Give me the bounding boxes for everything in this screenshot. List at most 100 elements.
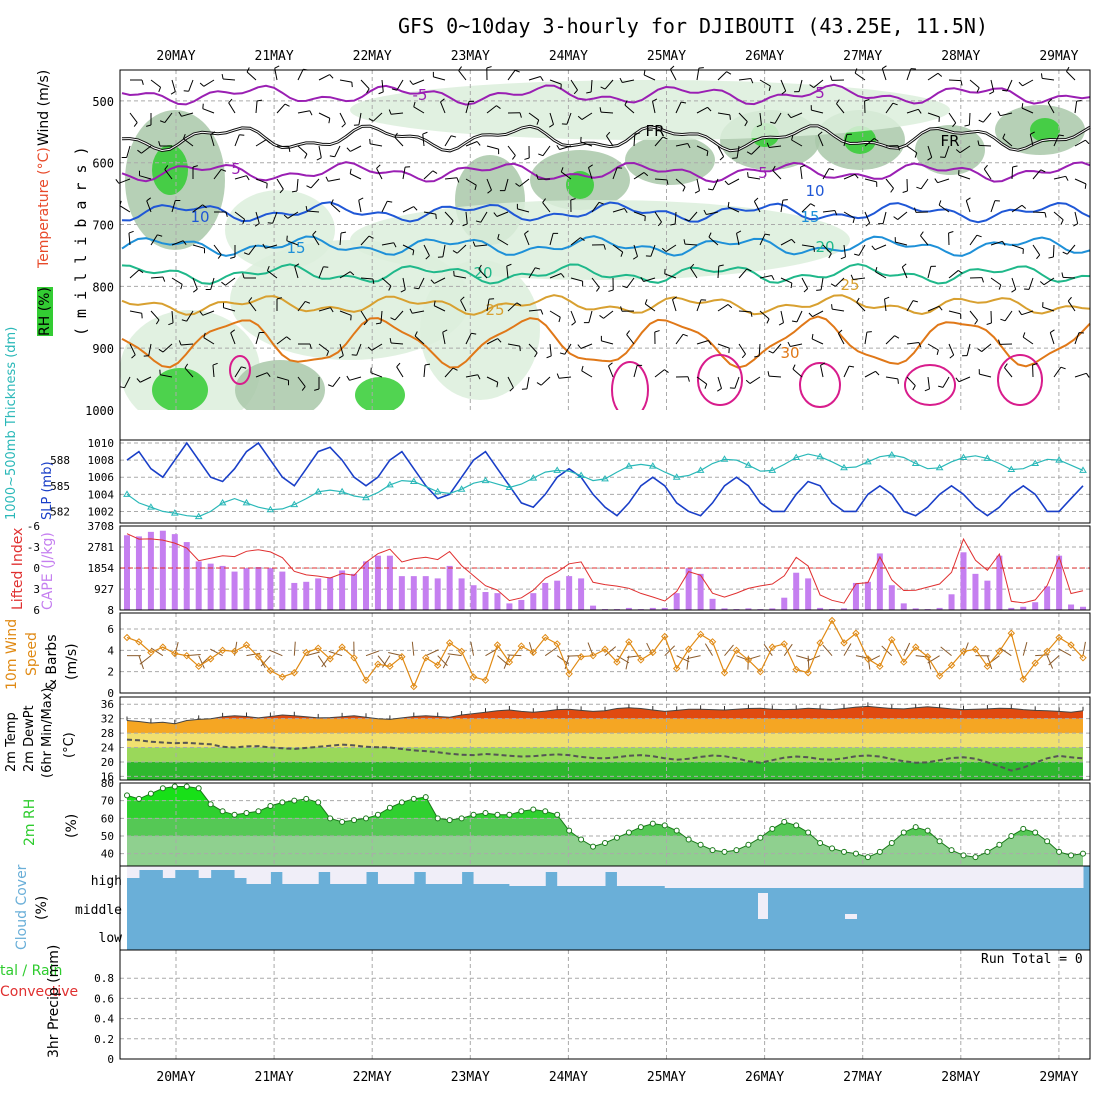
wind10m-barb	[604, 646, 617, 657]
wind-barb	[376, 164, 381, 169]
cloud-high-gap	[593, 866, 606, 886]
wind-barb	[310, 178, 320, 189]
wind-barb	[203, 332, 206, 338]
wind10m-marker	[625, 638, 633, 646]
cape-bar	[960, 552, 967, 610]
wind-barb	[680, 101, 687, 104]
wind-barb	[1040, 73, 1043, 79]
cloud-high-gap	[138, 866, 152, 870]
wind-barb	[787, 113, 792, 119]
cloud-high-gap	[832, 866, 845, 888]
wind-barb	[782, 199, 788, 201]
wind-barb	[422, 134, 425, 147]
cloud-high-gap	[401, 866, 415, 884]
wind-barb	[591, 201, 600, 213]
thickness-marker	[816, 452, 824, 460]
wind-barb	[203, 337, 215, 345]
wind-barb	[326, 351, 330, 357]
wind-barb	[601, 340, 614, 345]
wind-barb	[148, 343, 152, 356]
wind-barb	[998, 339, 1001, 345]
wind-barb	[566, 112, 572, 125]
wind-barb	[690, 267, 698, 279]
wind-barb	[424, 363, 431, 366]
wind10m-marker	[661, 632, 669, 641]
wind10m-marker	[254, 653, 263, 661]
wind10m-marker	[601, 645, 609, 653]
rh2m-marker	[673, 827, 680, 834]
wind-barb	[560, 273, 565, 278]
wind-barb	[717, 376, 722, 389]
wind10m-barb	[1048, 655, 1060, 666]
wind-barb	[465, 332, 472, 345]
isotherm-line	[121, 294, 1091, 316]
wind-barb	[571, 321, 576, 326]
wind-barb	[875, 271, 887, 279]
rh-shading	[355, 377, 405, 413]
contour-label: 15	[286, 239, 305, 257]
wind-barb	[516, 302, 522, 306]
wind-barb	[801, 203, 811, 213]
rh2m-marker	[458, 815, 465, 822]
wind-barb	[150, 234, 158, 246]
rh2m-marker	[494, 811, 501, 818]
wind-barb	[1021, 103, 1024, 109]
wind-barb	[409, 80, 414, 85]
wind-barb	[129, 269, 140, 279]
wind-barb	[938, 305, 943, 311]
wind-barb	[272, 211, 278, 224]
wind-barb	[581, 370, 593, 378]
wind10m-barb	[927, 655, 940, 664]
wind-barb	[766, 142, 770, 148]
wind-barb	[644, 299, 648, 305]
wind-barb	[330, 307, 334, 313]
rh2m-marker	[613, 834, 620, 841]
wind10m-barb	[796, 655, 810, 661]
thickness-marker	[123, 490, 131, 497]
wind-barb	[1085, 139, 1090, 145]
wind10m-barb	[1082, 641, 1086, 656]
wind-barb	[626, 334, 635, 345]
wind-barb	[465, 141, 478, 147]
wind10m-marker	[577, 653, 585, 661]
wind-barb	[672, 296, 677, 300]
x-tick-label-top: 21MAY	[255, 49, 294, 64]
wind-barb	[906, 108, 919, 114]
cloud-high-gap	[963, 866, 976, 888]
cape-bar	[972, 573, 979, 610]
wind10m-marker	[350, 654, 358, 662]
rh2m-marker	[757, 834, 764, 841]
wind10m-marker	[422, 654, 430, 662]
precip-frame	[119, 949, 1091, 1060]
wind-barb	[213, 244, 222, 255]
wind-barb	[897, 378, 899, 384]
x-tick-label-top: 20MAY	[156, 49, 195, 64]
thickness-marker	[433, 487, 442, 495]
thickness-marker	[481, 476, 490, 484]
y-tick-label-rh: 70	[101, 795, 114, 808]
wind10m-marker	[326, 655, 334, 663]
wind-barb	[920, 231, 924, 236]
wind-barb	[672, 299, 677, 312]
wind-barb	[831, 304, 833, 310]
wind10m-marker	[1019, 675, 1027, 683]
temp-band	[127, 761, 1083, 780]
wind-barb	[836, 99, 840, 104]
wind-barb	[225, 211, 228, 217]
rh2m-marker	[900, 829, 907, 836]
cloud-high-gap	[318, 866, 331, 872]
wind-barb	[305, 300, 311, 304]
wind-barb	[118, 178, 131, 184]
contour-label: 5	[815, 84, 825, 102]
wind-barb	[1000, 112, 1013, 117]
wind-barb	[640, 277, 644, 282]
wind10m-marker	[971, 645, 980, 653]
rh2m-marker	[255, 808, 262, 815]
wind-barb	[820, 277, 824, 290]
x-tick-label-bottom: 22MAY	[353, 1070, 392, 1085]
y-tick-label-rh: 60	[101, 812, 114, 825]
wind-barb	[358, 112, 362, 125]
wind-barb	[738, 78, 751, 81]
temp2m-frame	[119, 696, 1091, 781]
cloud-high-gap	[174, 866, 188, 870]
